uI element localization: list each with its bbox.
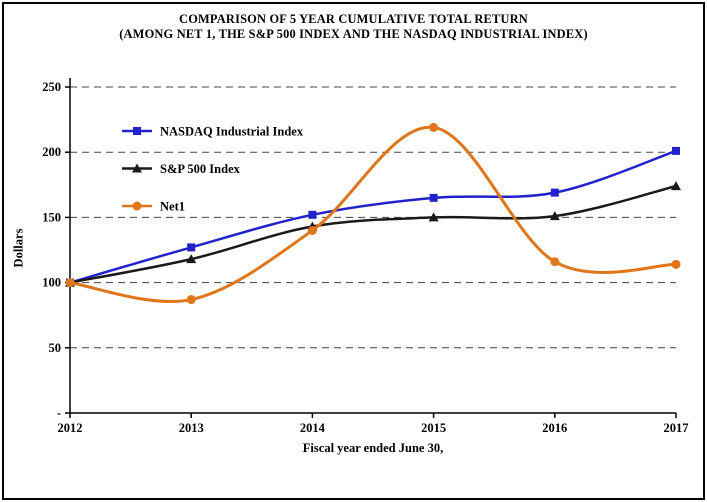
x-axis-label: Fiscal year ended June 30, (302, 441, 444, 455)
y-tick-label: - (57, 406, 61, 420)
marker-s-p-500-index (671, 181, 681, 191)
marker-net1 (550, 257, 560, 267)
chart-title-line2: (AMONG NET 1, THE S&P 500 INDEX AND THE … (119, 27, 588, 41)
legend-marker-nasdaq-industrial-index (133, 127, 141, 135)
chart-title: COMPARISON OF 5 YEAR CUMULATIVE TOTAL RE… (0, 12, 707, 42)
marker-nasdaq-industrial-index (672, 146, 680, 155)
legend-marker-net1 (132, 201, 142, 211)
x-tick-label: 2015 (421, 421, 446, 435)
marker-s-p-500-index (186, 254, 197, 264)
marker-s-p-500-index (549, 211, 560, 221)
y-tick-label: 150 (42, 210, 61, 224)
legend-label-nasdaq-industrial-index: NASDAQ Industrial Index (160, 125, 304, 139)
marker-net1 (307, 225, 317, 235)
marker-net1 (429, 122, 439, 132)
series-line-net1 (68, 125, 678, 304)
legend-marker-s-p-500-index (132, 163, 142, 173)
series-line-s-p-500-index (68, 184, 678, 284)
marker-net1 (186, 295, 196, 305)
y-tick-label: 100 (42, 276, 61, 290)
legend-label-s-p-500-index: S&P 500 Index (160, 162, 241, 176)
marker-s-p-500-index (428, 212, 439, 222)
x-tick-label: 2013 (179, 421, 204, 435)
marker-net1 (65, 278, 75, 288)
x-tick-label: 2016 (542, 421, 567, 435)
marker-nasdaq-industrial-index (550, 188, 559, 197)
y-tick-label: 200 (42, 145, 61, 159)
marker-nasdaq-industrial-index (429, 193, 438, 202)
y-tick-label: 250 (42, 80, 61, 94)
y-tick-label: 50 (49, 341, 62, 355)
marker-nasdaq-industrial-index (308, 210, 317, 219)
marker-net1 (671, 259, 681, 269)
x-tick-label: 2017 (664, 421, 689, 435)
x-tick-label: 2012 (58, 421, 83, 435)
x-tick-label: 2014 (300, 421, 326, 435)
chart-title-line1: COMPARISON OF 5 YEAR CUMULATIVE TOTAL RE… (179, 12, 528, 26)
series-line-nasdaq-industrial-index (68, 149, 678, 284)
legend-label-net1: Net1 (160, 200, 185, 214)
marker-nasdaq-industrial-index (187, 243, 196, 252)
